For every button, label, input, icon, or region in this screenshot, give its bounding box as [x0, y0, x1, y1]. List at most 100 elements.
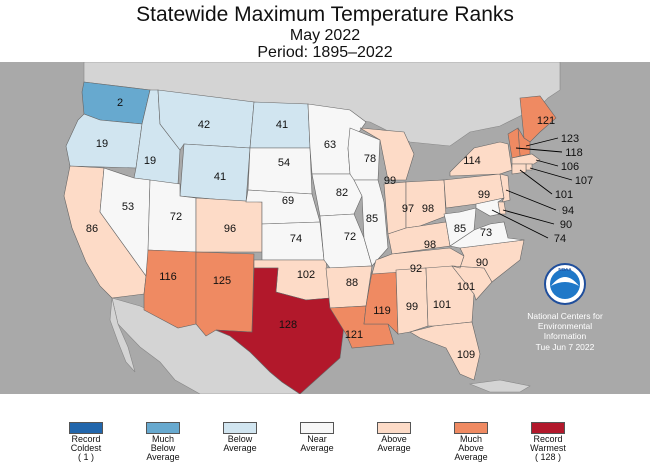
rank-label-oh: 98 [422, 203, 434, 215]
rank-label-ks: 74 [290, 233, 302, 245]
rank-label-vt: 118 [565, 147, 583, 159]
rank-label-az: 116 [159, 271, 177, 283]
rank-label-ne: 69 [282, 195, 294, 207]
rank-label-me: 121 [537, 115, 555, 127]
leader-line-ri [529, 167, 573, 181]
rank-label-mt: 42 [198, 119, 210, 131]
rank-label-ga: 101 [433, 299, 451, 311]
rank-label-nv: 53 [122, 201, 134, 213]
map-period: Period: 1895–2022 [257, 44, 393, 61]
rank-label-ia: 82 [336, 187, 348, 199]
cuba-landmass [468, 379, 531, 393]
credit-line-3: Information [544, 331, 587, 341]
state-il [353, 179, 389, 267]
rank-label-de: 90 [560, 219, 572, 231]
legend-label: Below Average [223, 434, 257, 453]
rank-label-in: 97 [402, 203, 414, 215]
rank-label-ri: 107 [575, 175, 593, 187]
rank-label-fl: 109 [457, 349, 475, 361]
state-wv [443, 207, 477, 247]
rank-label-nh: 123 [561, 133, 579, 145]
state-vt [507, 127, 521, 159]
legend-swatch [454, 422, 488, 434]
state-or [65, 113, 143, 169]
legend-item: Near Average [282, 422, 352, 453]
credit-line-2: Environmental [538, 321, 592, 331]
rank-label-nc: 90 [476, 257, 488, 269]
state-nj [499, 173, 511, 203]
rank-label-wi: 78 [364, 153, 376, 165]
rank-label-la: 121 [345, 329, 363, 341]
rank-label-ct: 101 [555, 189, 573, 201]
legend-item: Above Average [359, 422, 429, 453]
rank-label-ca: 86 [86, 223, 98, 235]
rank-label-ok: 102 [297, 269, 315, 281]
rank-label-il: 85 [366, 213, 378, 225]
rank-label-pa: 99 [478, 189, 490, 201]
credit-line-1: National Centers for [527, 311, 603, 321]
rank-label-md: 74 [554, 233, 566, 245]
rank-label-or: 19 [96, 138, 108, 150]
credit-line-4: Tue Jun 7 2022 [536, 342, 595, 352]
leader-line-nh [525, 137, 559, 147]
rank-label-nj: 94 [562, 205, 574, 217]
leader-line-md [491, 209, 549, 239]
map-title: Statewide Maximum Temperature Ranks [136, 3, 514, 26]
noaa-logo-inner [550, 269, 580, 299]
leader-lines [491, 137, 573, 239]
legend-label: Record Coldest ( 1 ) [70, 434, 102, 462]
leader-line-vt [515, 147, 563, 153]
state-ma [511, 153, 541, 165]
leader-line-nj [505, 189, 557, 211]
rank-label-wv: 85 [454, 223, 466, 235]
state-va [449, 221, 525, 249]
rank-label-wa: 2 [117, 97, 123, 109]
legend-item: Record Coldest ( 1 ) [51, 422, 121, 462]
state-sd [247, 147, 313, 195]
noaa-logo: NOAA [544, 263, 586, 305]
leader-line-de [502, 209, 555, 225]
legend-label: Near Average [300, 434, 334, 453]
leader-line-ct [519, 169, 553, 195]
state-ri [525, 163, 533, 171]
noaa-logo-bird [551, 277, 579, 286]
legend-swatch [146, 422, 180, 434]
rank-label-ms: 119 [373, 305, 391, 317]
state-nm [195, 251, 255, 337]
legend-item: Below Average [205, 422, 275, 453]
state-al [395, 267, 429, 335]
legend-label: Record Warmest ( 128 ) [530, 434, 566, 462]
leader-line-ma [535, 159, 559, 167]
state-fl [409, 321, 481, 381]
states-layer [63, 81, 557, 394]
legend-label: Much Above Average [454, 434, 488, 462]
ncei-credit: National Centers for Environmental Infor… [527, 311, 603, 352]
rank-label-nm: 125 [213, 275, 231, 287]
legend-swatch [223, 422, 257, 434]
rank-label-mo: 72 [344, 231, 356, 243]
rank-label-tn: 92 [410, 263, 422, 275]
legend-swatch [377, 422, 411, 434]
rank-label-mn: 63 [324, 139, 336, 151]
map-subtitle: May 2022 [289, 27, 361, 44]
legend-item: Record Warmest ( 128 ) [513, 422, 583, 462]
map-header: Statewide Maximum Temperature Ranks May … [0, 2, 650, 61]
legend-item: Much Above Average [436, 422, 506, 462]
rank-label-ma: 106 [561, 161, 579, 173]
rank-label-mi: 99 [384, 175, 396, 187]
rank-label-nd: 41 [276, 119, 288, 131]
us-temperature-rank-map: 2 19 19 42 41 41 86 53 72 96 116 125 54 69 74 102 128 63 8… [0, 62, 650, 394]
legend-item: Much Below Average [128, 422, 198, 462]
rank-label-wy: 41 [214, 171, 226, 183]
map-legend: Record Coldest ( 1 ) Much Below Average Be… [69, 422, 590, 474]
rank-label-co: 96 [224, 223, 236, 235]
rank-label-tx: 128 [279, 319, 297, 331]
state-ia [311, 173, 363, 217]
state-mi [359, 127, 415, 181]
rank-label-al: 99 [406, 301, 418, 313]
state-nc [451, 239, 525, 283]
rank-label-sd: 54 [278, 157, 290, 169]
legend-swatch [300, 422, 334, 434]
rank-label-ar: 88 [346, 277, 358, 289]
state-oh [405, 179, 447, 229]
